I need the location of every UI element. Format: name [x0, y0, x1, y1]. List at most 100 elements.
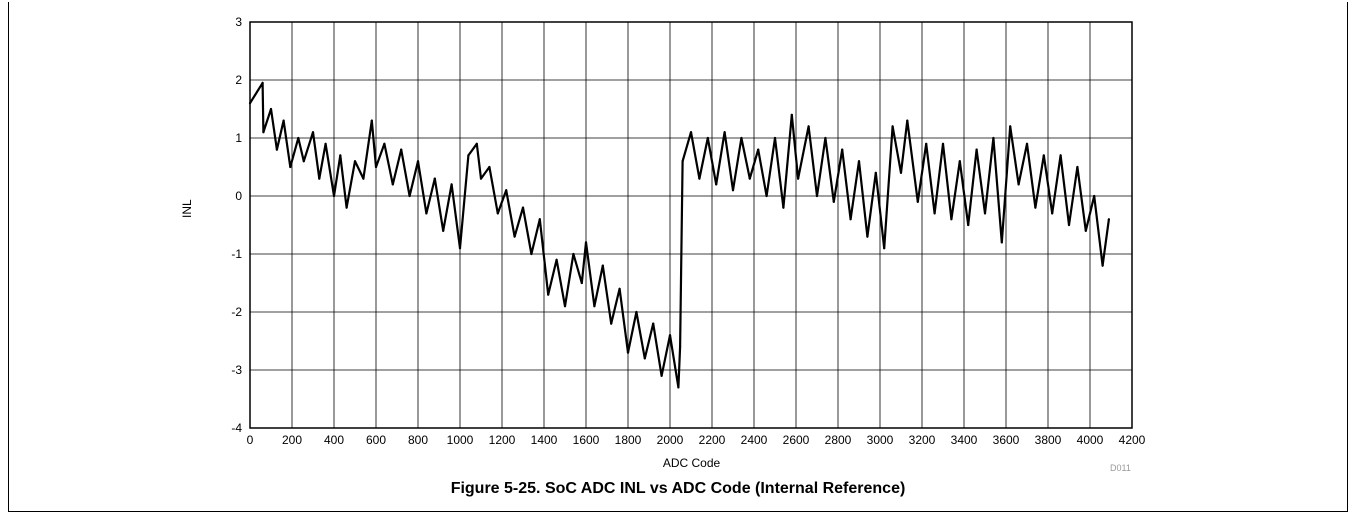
x-tick-label: 3800 — [1035, 433, 1062, 447]
inl-data-point — [715, 183, 718, 186]
x-tick-label: 200 — [282, 433, 302, 447]
inl-data-point — [797, 177, 800, 180]
inl-data-point — [547, 293, 550, 296]
inl-data-point — [731, 189, 735, 192]
inl-data-point — [416, 160, 420, 163]
inl-data-point — [488, 165, 491, 169]
inl-data-point — [1034, 206, 1037, 209]
inl-data-point — [941, 142, 945, 145]
inl-data-point — [1042, 154, 1045, 157]
inl-data-point — [906, 119, 909, 122]
inl-data-point — [748, 177, 751, 180]
inl-data-point — [318, 177, 321, 180]
inl-data-point — [269, 107, 273, 111]
x-tick-label: 3200 — [909, 433, 936, 447]
inl-data-point — [370, 119, 373, 122]
inl-data-point — [1067, 223, 1071, 227]
y-tick-label: 3 — [235, 15, 242, 29]
x-tick-label: 2400 — [741, 433, 768, 447]
series-layer — [248, 81, 1110, 389]
inl-data-point — [1107, 218, 1110, 221]
figure-frame — [8, 2, 1348, 512]
inl-data-point — [475, 142, 478, 145]
inl-data-point — [950, 218, 953, 221]
inl-data-point — [765, 194, 768, 198]
y-tick-label: -2 — [231, 305, 242, 319]
inl-data-point — [467, 154, 470, 157]
inl-data-point — [353, 160, 357, 163]
inl-data-point — [933, 212, 936, 215]
inl-data-point — [302, 160, 305, 163]
inl-data-point — [992, 136, 995, 140]
inl-data-point — [262, 131, 265, 134]
x-tick-label: 2000 — [657, 433, 684, 447]
inl-data-point — [626, 351, 630, 354]
x-tick-label: 4200 — [1119, 433, 1146, 447]
inl-data-point — [521, 206, 525, 209]
figure-caption: Figure 5-25. SoC ADC INL vs ADC Code (In… — [450, 480, 906, 497]
inl-data-point — [311, 131, 315, 134]
inl-data-point — [660, 374, 663, 377]
x-tick-label: 2600 — [783, 433, 810, 447]
x-tick-label: 1000 — [447, 433, 474, 447]
plot-area-border — [249, 21, 1133, 429]
x-tick-label: 600 — [366, 433, 386, 447]
inl-data-point — [362, 177, 365, 180]
inl-data-point — [824, 136, 827, 140]
x-tick-label: 2800 — [825, 433, 852, 447]
inl-data-point — [275, 148, 278, 151]
inl-data-point — [610, 322, 613, 325]
inl-data-point — [841, 148, 844, 151]
inl-data-point — [832, 200, 835, 203]
inl-data-point — [740, 136, 743, 140]
inl-data-point — [1025, 142, 1029, 145]
x-tick-label: 4000 — [1077, 433, 1104, 447]
x-tick-label: 1400 — [531, 433, 558, 447]
y-tick-label: 0 — [235, 189, 242, 203]
inl-data-point — [874, 171, 877, 174]
inl-data-point — [668, 334, 672, 337]
inl-data-point — [677, 386, 680, 389]
x-tick-label: 400 — [324, 433, 344, 447]
inl-data-point — [857, 160, 861, 163]
inl-data-point — [261, 81, 264, 84]
inl-data-point — [698, 177, 701, 180]
inl-data-point — [450, 183, 453, 186]
inl-data-point — [1076, 165, 1079, 169]
inl-data-point — [983, 212, 987, 215]
x-tick-label: 0 — [247, 433, 254, 447]
inl-data-point — [958, 160, 961, 163]
y-tick-label: 1 — [235, 131, 242, 145]
inl-data-point — [505, 189, 508, 192]
inl-data-point — [563, 305, 567, 308]
x-tick-label: 800 — [408, 433, 428, 447]
y-axis-label: INL — [180, 199, 194, 218]
inl-data-point — [282, 119, 285, 122]
inl-data-point — [891, 125, 894, 128]
inl-data-point — [967, 223, 970, 227]
inl-data-point — [530, 252, 533, 256]
inl-data-point — [593, 305, 596, 308]
inl-data-point — [433, 177, 436, 180]
inl-data-point — [339, 154, 342, 157]
inl-data-point — [1009, 125, 1012, 128]
inl-data-point — [1101, 264, 1104, 267]
inl-data-point — [643, 357, 646, 360]
x-tick-label: 1800 — [615, 433, 642, 447]
inl-data-point — [689, 131, 693, 134]
inl-data-point — [899, 171, 903, 174]
inl-data-point — [1093, 194, 1096, 198]
x-tick-label: 2200 — [699, 433, 726, 447]
y-tick-label: -1 — [231, 247, 242, 261]
inl-data-point — [815, 194, 819, 198]
x-tick-label: 3600 — [993, 433, 1020, 447]
inl-data-point — [538, 218, 541, 221]
inl-data-point — [442, 229, 445, 232]
inl-data-point — [1051, 212, 1054, 215]
inl-data-point — [681, 160, 684, 163]
inl-series-line — [249, 81, 1110, 389]
tick-labels: 0 200 400 600 800 1000 1200 1400 1600 1800 2000 220… — [231, 15, 1145, 447]
inl-data-point — [513, 235, 516, 238]
inl-data-point — [773, 136, 777, 140]
